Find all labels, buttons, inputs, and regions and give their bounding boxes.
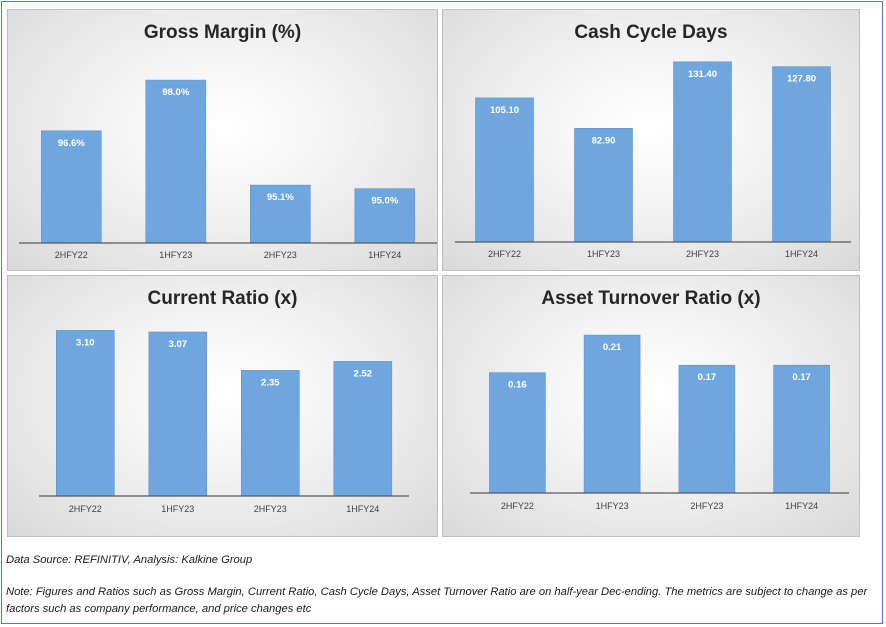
bar [40, 130, 102, 244]
tick-label: 2HFY22 [488, 249, 521, 259]
data-label: 0.21 [603, 342, 622, 353]
asset-turnover-chart: 0.16 2HFY22 0.21 1HFY23 0.17 2HFY23 0.17 1HFY24 [470, 334, 849, 511]
tick-label: 1HFY24 [785, 501, 818, 511]
data-label: 95.0% [371, 196, 398, 207]
data-label: 82.90 [592, 135, 616, 146]
chart-title: Asset Turnover Ratio (x) [541, 288, 761, 309]
bar [772, 66, 831, 243]
bar [55, 330, 115, 497]
tick-label: 2HFY23 [686, 249, 719, 259]
tick-label: 2HFY23 [690, 501, 723, 511]
data-label: 127.80 [787, 74, 816, 85]
cash-cycle-chart: 105.10 2HFY22 82.90 1HFY23 131.40 2HFY23 127.8… [455, 61, 851, 259]
tick-label: 2HFY22 [55, 250, 88, 260]
tick-label: 1HFY24 [368, 250, 401, 260]
bar [673, 61, 732, 243]
bar [475, 97, 534, 243]
data-label: 95.1% [267, 192, 294, 203]
tick-label: 1HFY23 [159, 250, 192, 260]
tick-label: 1HFY23 [596, 501, 629, 511]
data-label: 105.10 [490, 105, 519, 116]
gross-margin-chart: 96.6% 2HFY22 98.0% 1HFY23 95.1% 2HFY23 95.0% 1H… [19, 79, 437, 260]
bar [250, 184, 311, 244]
data-label: 131.40 [688, 69, 717, 80]
note-text-line2: factors such as company performance, and… [6, 603, 312, 615]
data-label: 2.35 [261, 377, 280, 388]
cash-cycle-panel: Cash Cycle Days 105.10 2HFY22 82.90 1HFY23 1… [442, 9, 860, 271]
bar [241, 370, 300, 497]
tick-label: 2HFY23 [254, 504, 287, 514]
tick-label: 2HFY22 [69, 504, 102, 514]
data-label: 98.0% [162, 87, 189, 98]
chart-title: Cash Cycle Days [574, 22, 728, 43]
tick-label: 1HFY24 [785, 249, 818, 259]
bar [148, 331, 208, 497]
data-label: 96.6% [58, 138, 85, 149]
bar [489, 372, 546, 494]
tick-label: 1HFY23 [587, 249, 620, 259]
current-ratio-panel: Current Ratio (x) 3.10 2HFY22 3.07 1HFY23 2.… [7, 275, 438, 537]
bar [773, 364, 830, 494]
chart-title: Current Ratio (x) [147, 288, 298, 309]
data-label: 3.07 [169, 339, 188, 350]
data-label: 3.10 [76, 337, 95, 348]
data-label: 0.17 [792, 372, 811, 383]
gross-margin-panel: Gross Margin (%) 96.6% 2HFY22 98.0% 1HFY23 9… [7, 9, 438, 271]
data-source-text: Data Source: REFINITIV, Analysis: Kalkin… [6, 554, 253, 566]
bar [678, 364, 736, 494]
data-label: 0.17 [698, 372, 717, 383]
current-ratio-chart: 3.10 2HFY22 3.07 1HFY23 2.35 2HFY23 2.52 1HFY24 [39, 330, 409, 514]
bar [145, 79, 207, 244]
bar [354, 188, 416, 244]
tick-label: 2HFY22 [501, 501, 534, 511]
data-label: 0.16 [508, 380, 527, 391]
chart-title: Gross Margin (%) [143, 22, 302, 43]
asset-turnover-panel: Asset Turnover Ratio (x) 0.16 2HFY22 0.21 1… [442, 275, 860, 537]
tick-label: 1HFY23 [161, 504, 194, 514]
tick-label: 2HFY23 [264, 250, 297, 260]
bar [583, 334, 641, 494]
note-text-line1: Note: Figures and Ratios such as Gross M… [6, 586, 868, 598]
tick-label: 1HFY24 [346, 504, 379, 514]
bar [333, 361, 393, 497]
data-label: 2.52 [354, 368, 373, 379]
